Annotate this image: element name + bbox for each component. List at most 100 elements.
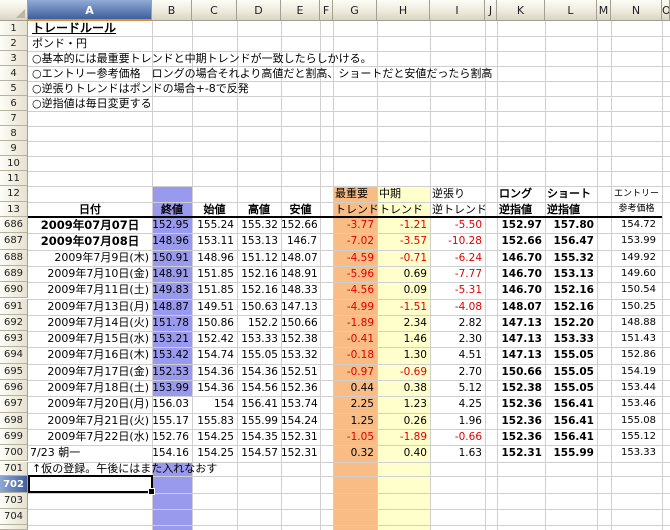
cell-entry-695[interactable]: 154.19 bbox=[621, 365, 656, 377]
cell-short-stop-699[interactable]: 156.41 bbox=[553, 430, 594, 443]
cell-low-691[interactable]: 147.13 bbox=[281, 300, 318, 313]
cell-close-690[interactable]: 149.83 bbox=[152, 284, 189, 297]
column-header-G[interactable]: G bbox=[333, 0, 377, 21]
cell-low-690[interactable]: 148.33 bbox=[281, 284, 318, 297]
column-header-M[interactable]: M bbox=[597, 0, 611, 21]
cell-low-692[interactable]: 150.66 bbox=[281, 316, 318, 329]
cell-high-696[interactable]: 154.56 bbox=[241, 382, 278, 394]
cell-open-686[interactable]: 155.24 bbox=[197, 219, 234, 231]
cell-close-689[interactable]: 148.91 bbox=[152, 267, 189, 280]
cell-trend-mid-693[interactable]: 1.46 bbox=[403, 333, 427, 346]
row-header-695[interactable]: 695 bbox=[0, 363, 28, 380]
cell-short-stop-688[interactable]: 155.32 bbox=[553, 251, 594, 264]
header-trend-mid-line1[interactable]: 中期 bbox=[379, 187, 401, 200]
header-trend-main-line2[interactable]: トレンド bbox=[335, 203, 377, 216]
cell-entry-696[interactable]: 153.44 bbox=[621, 382, 656, 393]
cell-contrarian-698[interactable]: 1.96 bbox=[458, 414, 482, 427]
row-header-690[interactable]: 690 bbox=[0, 282, 28, 299]
cell-entry-694[interactable]: 152.86 bbox=[621, 349, 656, 361]
row-header-12[interactable]: 12 bbox=[0, 186, 28, 202]
cell-open-699[interactable]: 154.25 bbox=[197, 430, 234, 443]
cell-trend-main-686[interactable]: -3.77 bbox=[346, 219, 374, 231]
cell-date-698[interactable]: 2009年7月21日(火) bbox=[47, 413, 149, 427]
cell-contrarian-689[interactable]: -7.77 bbox=[454, 267, 482, 280]
cell-contrarian-687[interactable]: -10.28 bbox=[448, 235, 482, 248]
header-entry-line1[interactable]: エントリー bbox=[613, 189, 659, 199]
cell-trend-mid-689[interactable]: 0.69 bbox=[403, 267, 427, 280]
column-header-C[interactable]: C bbox=[192, 0, 237, 21]
cell-close-692[interactable]: 151.78 bbox=[152, 316, 189, 329]
cell-contrarian-690[interactable]: -5.31 bbox=[454, 284, 482, 297]
cell-high-697[interactable]: 156.41 bbox=[241, 398, 278, 411]
row-header-688[interactable]: 688 bbox=[0, 249, 28, 266]
cell-contrarian-699[interactable]: -0.66 bbox=[454, 430, 482, 443]
cell-short-stop-696[interactable]: 155.05 bbox=[553, 382, 594, 394]
cell-long-stop-700[interactable]: 152.31 bbox=[501, 447, 542, 460]
cell-short-stop-694[interactable]: 155.05 bbox=[553, 349, 594, 362]
column-header-N[interactable]: N bbox=[611, 0, 662, 21]
cell-entry-687[interactable]: 153.99 bbox=[621, 235, 656, 247]
cell-trend-mid-697[interactable]: 1.23 bbox=[403, 398, 427, 411]
cell-A1[interactable]: トレードルール bbox=[32, 21, 117, 35]
row-header-699[interactable]: 699 bbox=[0, 428, 28, 446]
header-short-stop-line2[interactable]: 逆指値 bbox=[547, 203, 580, 216]
cell-open-690[interactable]: 151.85 bbox=[197, 284, 234, 297]
cell-trend-main-691[interactable]: -4.99 bbox=[346, 300, 374, 313]
cell-entry-699[interactable]: 155.12 bbox=[621, 430, 656, 442]
cell-A4[interactable]: ○エントリー参考価格 ロングの場合それより高値だと割高、ショートだと安値だったら… bbox=[32, 67, 493, 80]
column-header-F[interactable]: F bbox=[320, 0, 333, 21]
cell-long-stop-695[interactable]: 150.66 bbox=[501, 365, 542, 378]
header-entry-line2[interactable]: 参考価格 bbox=[618, 204, 655, 214]
cell-contrarian-694[interactable]: 4.51 bbox=[458, 349, 482, 362]
row-header-4[interactable]: 4 bbox=[0, 66, 28, 81]
cell-contrarian-700[interactable]: 1.63 bbox=[458, 447, 482, 460]
cell-high-698[interactable]: 155.99 bbox=[241, 414, 278, 427]
header-long-stop-line2[interactable]: 逆指値 bbox=[499, 203, 532, 216]
cell-entry-689[interactable]: 149.60 bbox=[621, 267, 656, 279]
cell-contrarian-688[interactable]: -6.24 bbox=[454, 251, 482, 264]
cell-open-698[interactable]: 155.83 bbox=[197, 414, 234, 427]
cell-A5[interactable]: ○逆張りトレンドはポンドの場合+-8で反発 bbox=[32, 82, 249, 95]
cell-entry-698[interactable]: 155.08 bbox=[621, 414, 656, 426]
cell-short-stop-686[interactable]: 157.80 bbox=[553, 219, 594, 231]
cell-low-689[interactable]: 148.91 bbox=[281, 267, 318, 280]
cell-date-700[interactable]: 7/23 朝一 bbox=[30, 446, 81, 460]
cell-trend-mid-698[interactable]: 0.26 bbox=[403, 414, 427, 427]
cell-date-696[interactable]: 2009年7月18日(土) bbox=[47, 381, 149, 394]
row-header-8[interactable]: 8 bbox=[0, 126, 28, 141]
cell-open-700[interactable]: 154.25 bbox=[197, 447, 234, 460]
header-high[interactable]: 高値 bbox=[248, 203, 270, 216]
header-long-stop-line1[interactable]: ロング bbox=[499, 187, 532, 200]
cell-trend-main-699[interactable]: -1.05 bbox=[346, 430, 374, 443]
cell-close-693[interactable]: 153.21 bbox=[152, 333, 189, 346]
cell-trend-mid-686[interactable]: -1.21 bbox=[399, 219, 427, 231]
cell-date-692[interactable]: 2009年7月14日(火) bbox=[47, 315, 149, 329]
column-header-B[interactable]: B bbox=[152, 0, 192, 21]
cell-long-stop-697[interactable]: 152.36 bbox=[501, 398, 542, 411]
row-header-7[interactable]: 7 bbox=[0, 111, 28, 126]
cell-close-686[interactable]: 152.95 bbox=[152, 219, 189, 231]
cell-short-stop-691[interactable]: 152.16 bbox=[553, 300, 594, 313]
cell-date-689[interactable]: 2009年7月10日(金) bbox=[47, 266, 149, 280]
cell-close-697[interactable]: 156.03 bbox=[152, 398, 189, 411]
column-header-D[interactable]: D bbox=[237, 0, 281, 21]
column-header-E[interactable]: E bbox=[281, 0, 320, 21]
cell-long-stop-696[interactable]: 152.38 bbox=[501, 382, 542, 394]
cell-short-stop-697[interactable]: 156.41 bbox=[553, 398, 594, 411]
row-header-10[interactable]: 10 bbox=[0, 156, 28, 171]
cell-open-693[interactable]: 152.42 bbox=[197, 333, 234, 346]
cell-low-697[interactable]: 153.74 bbox=[281, 398, 318, 411]
row-header-13[interactable]: 13 bbox=[0, 202, 28, 217]
row-header-3[interactable]: 3 bbox=[0, 51, 28, 66]
cell-A6[interactable]: ○逆指値は毎日変更する bbox=[32, 97, 152, 110]
cell-trend-main-700[interactable]: 0.32 bbox=[350, 447, 374, 460]
row-header-702[interactable]: 702 bbox=[0, 475, 28, 493]
cell-entry-700[interactable]: 153.33 bbox=[621, 447, 656, 459]
header-short-stop-line1[interactable]: ショート bbox=[547, 187, 591, 200]
cell-high-699[interactable]: 154.35 bbox=[241, 430, 278, 443]
cell-open-697[interactable]: 154 bbox=[213, 398, 234, 411]
cell-trend-main-697[interactable]: 2.25 bbox=[350, 398, 374, 411]
cell-short-stop-700[interactable]: 155.99 bbox=[553, 447, 594, 460]
row-header-698[interactable]: 698 bbox=[0, 412, 28, 429]
cell-long-stop-687[interactable]: 152.66 bbox=[501, 235, 542, 248]
